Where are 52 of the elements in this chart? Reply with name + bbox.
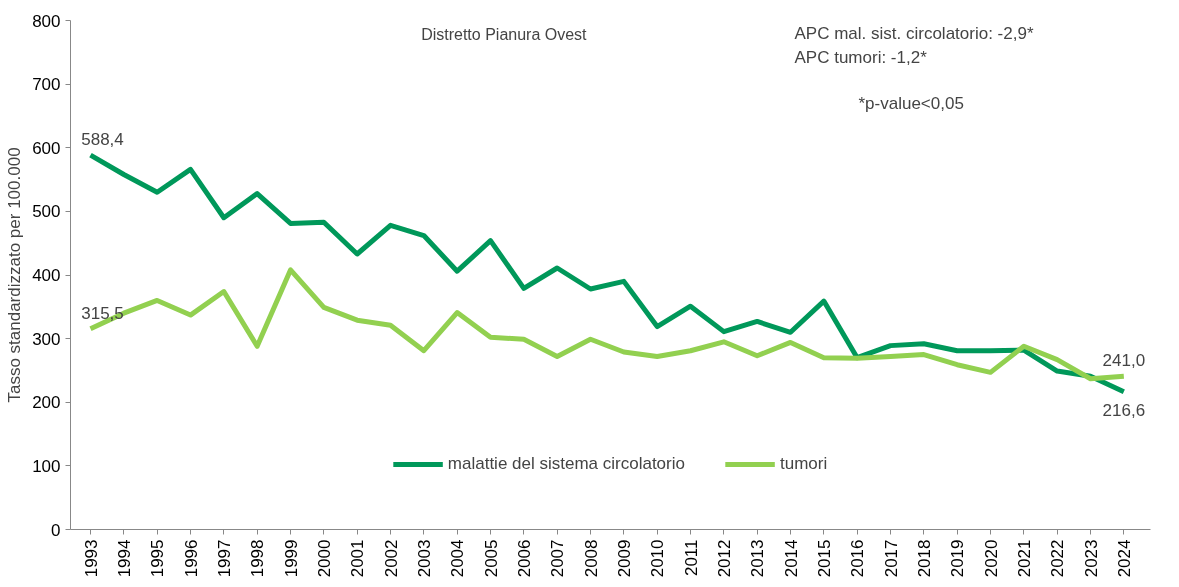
x-tick-label: 2001 [348, 539, 368, 578]
data-label: 315,5 [81, 303, 124, 323]
x-tick-label: 2014 [781, 539, 801, 578]
x-tick-label: 2007 [548, 539, 568, 578]
x-tick-label: 2019 [948, 539, 968, 578]
x-tick-label: 2015 [814, 539, 834, 578]
annotation: *p-value<0,05 [858, 93, 964, 113]
x-tick-label: 1993 [81, 539, 101, 578]
y-tick-label: 0 [51, 520, 61, 540]
x-tick-label: 2013 [748, 539, 768, 578]
annotation: APC tumori: -1,2* [794, 47, 928, 67]
y-tick-label: 400 [32, 266, 61, 285]
y-tick-label: 500 [32, 202, 61, 222]
x-tick-label: 2023 [1081, 539, 1101, 578]
y-tick-label: 200 [32, 393, 61, 413]
x-tick-label: 2024 [1114, 539, 1134, 578]
x-tick-label: 2004 [448, 539, 468, 578]
annotation: APC mal. sist. circolatorio: -2,9* [794, 23, 1034, 43]
x-tick-label: 1996 [181, 539, 201, 578]
x-tick-label: 1995 [148, 539, 168, 578]
x-tick-label: 1998 [248, 539, 268, 578]
x-tick-label: 2020 [981, 539, 1001, 578]
data-label: 216,6 [1102, 400, 1146, 420]
x-tick-label: 2008 [581, 539, 601, 578]
x-tick-label: 2022 [1048, 539, 1068, 578]
x-tick-label: 2017 [881, 539, 901, 578]
legend-label: tumori [779, 454, 828, 474]
y-tick-label: 600 [32, 138, 61, 158]
y-axis-title: Tasso standardizzato per 100.000 [5, 147, 25, 403]
x-tick-label: 2005 [481, 539, 501, 578]
x-tick-label: 1997 [214, 539, 234, 578]
x-tick-label: 2010 [648, 539, 668, 578]
y-tick-label: 700 [32, 75, 61, 95]
x-tick-label: 2009 [614, 539, 634, 578]
x-tick-label: 2021 [1014, 539, 1034, 578]
x-tick-label: 2000 [314, 539, 334, 578]
x-tick-label: 2012 [714, 539, 734, 578]
x-tick-label: 1999 [281, 539, 301, 578]
legend-label: malattie del sistema circolatorio [447, 454, 685, 474]
x-tick-label: 2006 [514, 539, 534, 578]
x-tick-label: 2003 [414, 539, 434, 578]
chart-title: Distretto Pianura Ovest [421, 25, 588, 43]
x-tick-label: 2002 [381, 539, 401, 578]
x-tick-label: 2016 [848, 539, 868, 578]
data-label: 588,4 [81, 130, 124, 150]
data-label: 241,0 [1102, 351, 1146, 371]
y-tick-label: 300 [32, 329, 61, 349]
x-tick-label: 1994 [114, 539, 134, 578]
x-tick-label: 2011 [681, 539, 701, 577]
y-tick-label: 800 [32, 11, 61, 31]
y-tick-label: 100 [32, 456, 61, 476]
x-tick-label: 2018 [914, 539, 934, 578]
